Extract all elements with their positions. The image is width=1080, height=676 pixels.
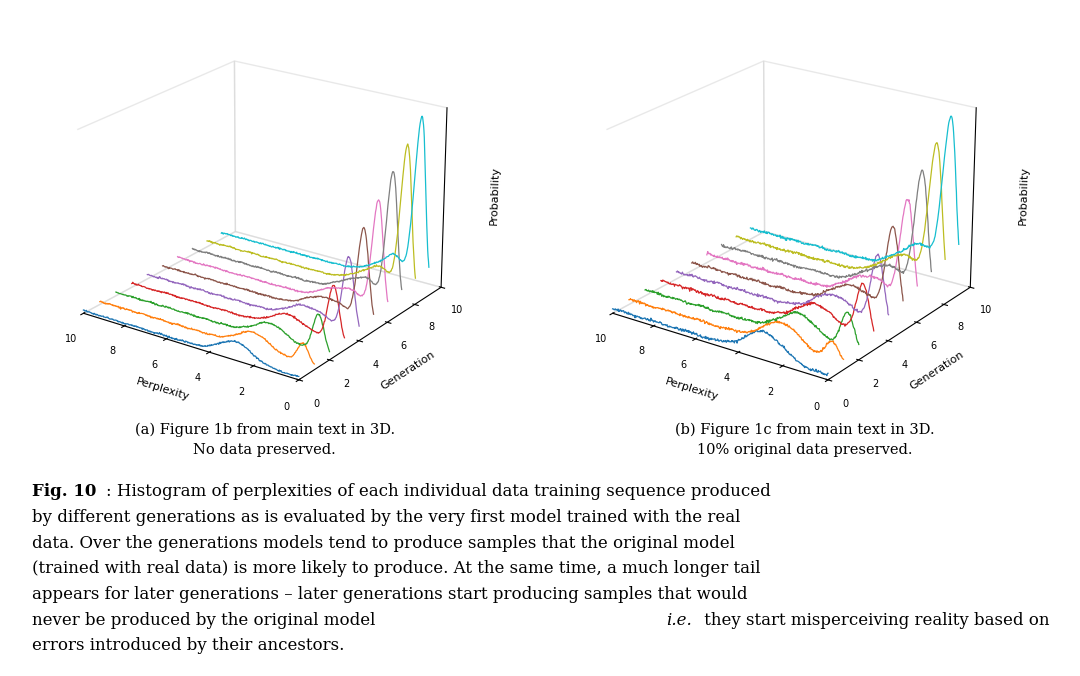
Text: (a) Figure 1b from main text in 3D.: (a) Figure 1b from main text in 3D. bbox=[135, 422, 394, 437]
Text: (b) Figure 1c from main text in 3D.: (b) Figure 1c from main text in 3D. bbox=[675, 422, 934, 437]
Text: errors introduced by their ancestors.: errors introduced by their ancestors. bbox=[32, 637, 345, 654]
X-axis label: Perplexity: Perplexity bbox=[134, 377, 190, 403]
Text: appears for later generations – later generations start producing samples that w: appears for later generations – later ge… bbox=[32, 586, 747, 603]
Text: data. Over the generations models tend to produce samples that the original mode: data. Over the generations models tend t… bbox=[32, 535, 735, 552]
Y-axis label: Generation: Generation bbox=[908, 349, 967, 391]
Text: Fig. 10: Fig. 10 bbox=[32, 483, 97, 500]
Text: never be produced by the original model: never be produced by the original model bbox=[32, 612, 381, 629]
Text: i.e.: i.e. bbox=[666, 612, 692, 629]
Text: they start misperceiving reality based on: they start misperceiving reality based o… bbox=[699, 612, 1050, 629]
Text: by different generations as is evaluated by the very first model trained with th: by different generations as is evaluated… bbox=[32, 509, 741, 526]
Text: (trained with real data) is more likely to produce. At the same time, a much lon: (trained with real data) is more likely … bbox=[32, 560, 761, 577]
Y-axis label: Generation: Generation bbox=[379, 349, 437, 391]
Text: : Histogram of perplexities of each individual data training sequence produced: : Histogram of perplexities of each indi… bbox=[106, 483, 771, 500]
X-axis label: Perplexity: Perplexity bbox=[663, 377, 719, 403]
Text: No data preserved.: No data preserved. bbox=[193, 443, 336, 457]
Text: 10% original data preserved.: 10% original data preserved. bbox=[697, 443, 913, 457]
